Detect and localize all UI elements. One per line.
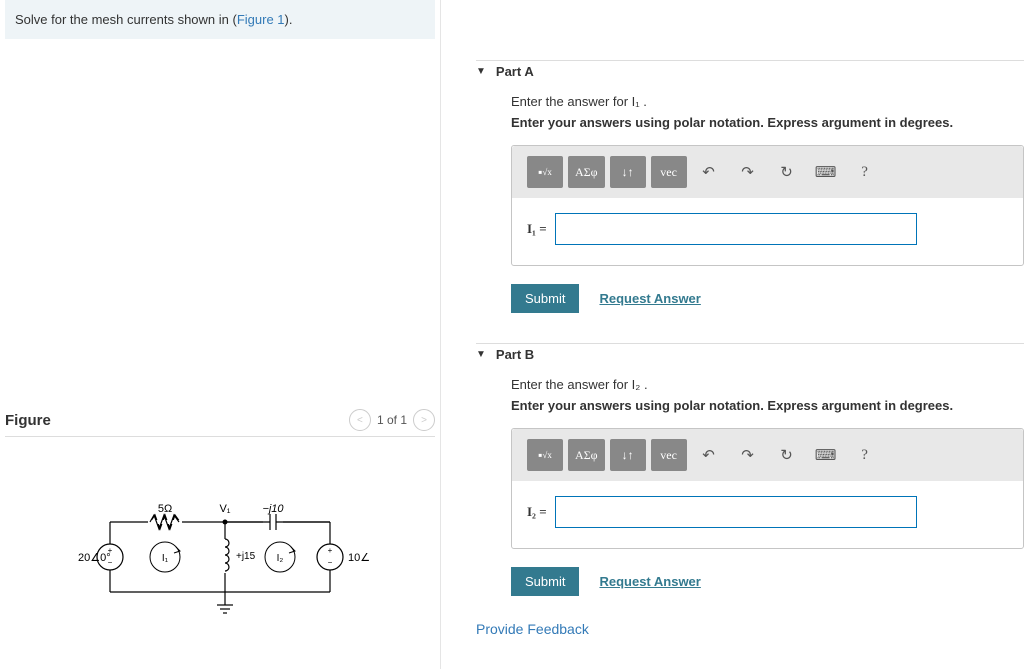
- undo-button[interactable]: ↶: [692, 157, 726, 187]
- circuit-diagram: + − + − 5Ω: [5, 497, 435, 627]
- part-b-instruction: Enter the answer for I₂ .: [511, 377, 1024, 392]
- figure-next-button[interactable]: >: [413, 409, 435, 431]
- figure-title: Figure: [5, 412, 51, 429]
- part-a-instruction: Enter the answer for I₁ .: [511, 94, 1024, 109]
- part-a-var-label: I₁ =: [527, 221, 547, 237]
- part-a-answer-box: ▪√x ΑΣφ ↓↑ vec ↶ ↷ ↻ ⌨ ? I₁ =: [511, 145, 1024, 266]
- svg-text:−: −: [328, 558, 333, 567]
- redo-button[interactable]: ↷: [731, 440, 765, 470]
- svg-text:V₁: V₁: [219, 503, 230, 515]
- part-b-section: ▼ Part B Enter the answer for I₂ . Enter…: [476, 343, 1024, 596]
- provide-feedback-link[interactable]: Provide Feedback: [476, 621, 589, 637]
- part-b-input[interactable]: [555, 496, 917, 528]
- svg-text:+j15: +j15: [236, 551, 256, 562]
- updown-button[interactable]: ↓↑: [610, 439, 646, 471]
- keyboard-button[interactable]: ⌨: [809, 157, 843, 187]
- prompt-text-suffix: ).: [285, 12, 293, 27]
- greek-button[interactable]: ΑΣφ: [568, 439, 605, 471]
- help-button[interactable]: ?: [848, 157, 882, 187]
- template-button[interactable]: ▪√x: [527, 156, 563, 188]
- keyboard-button[interactable]: ⌨: [809, 440, 843, 470]
- figure-link[interactable]: Figure 1: [237, 12, 285, 27]
- figure-nav-label: 1 of 1: [377, 413, 407, 427]
- figure-section: Figure < 1 of 1 >: [5, 409, 435, 627]
- part-b-answer-box: ▪√x ΑΣφ ↓↑ vec ↶ ↷ ↻ ⌨ ? I₂ =: [511, 428, 1024, 549]
- part-b-instruction-bold: Enter your answers using polar notation.…: [511, 398, 1024, 413]
- svg-text:10∠180°: 10∠180°: [348, 552, 370, 564]
- part-b-request-link[interactable]: Request Answer: [599, 574, 700, 589]
- figure-prev-button[interactable]: <: [349, 409, 371, 431]
- answer-toolbar: ▪√x ΑΣφ ↓↑ vec ↶ ↷ ↻ ⌨ ?: [512, 429, 1023, 481]
- prompt-text-prefix: Solve for the mesh currents shown in (: [15, 12, 237, 27]
- problem-prompt: Solve for the mesh currents shown in (Fi…: [5, 0, 435, 39]
- collapse-icon[interactable]: ▼: [476, 349, 486, 360]
- vec-button[interactable]: vec: [651, 156, 687, 188]
- reset-button[interactable]: ↻: [770, 440, 804, 470]
- part-a-title: Part A: [496, 64, 534, 79]
- reset-button[interactable]: ↻: [770, 157, 804, 187]
- vec-button[interactable]: vec: [651, 439, 687, 471]
- part-a-input[interactable]: [555, 213, 917, 245]
- svg-text:I₁: I₁: [162, 553, 169, 564]
- part-a-instruction-bold: Enter your answers using polar notation.…: [511, 115, 1024, 130]
- svg-text:20∠0°: 20∠0°: [78, 552, 111, 564]
- answer-toolbar: ▪√x ΑΣφ ↓↑ vec ↶ ↷ ↻ ⌨ ?: [512, 146, 1023, 198]
- svg-text:I₂: I₂: [277, 553, 284, 564]
- part-b-var-label: I₂ =: [527, 504, 547, 520]
- undo-button[interactable]: ↶: [692, 440, 726, 470]
- svg-text:5Ω: 5Ω: [158, 503, 172, 515]
- part-b-title: Part B: [496, 347, 534, 362]
- updown-button[interactable]: ↓↑: [610, 156, 646, 188]
- part-a-section: ▼ Part A Enter the answer for I₁ . Enter…: [476, 60, 1024, 313]
- collapse-icon[interactable]: ▼: [476, 66, 486, 77]
- help-button[interactable]: ?: [848, 440, 882, 470]
- greek-button[interactable]: ΑΣφ: [568, 156, 605, 188]
- redo-button[interactable]: ↷: [731, 157, 765, 187]
- svg-text:−j10: −j10: [262, 503, 284, 515]
- svg-text:+: +: [328, 546, 333, 555]
- part-a-submit-button[interactable]: Submit: [511, 284, 579, 313]
- part-a-request-link[interactable]: Request Answer: [599, 291, 700, 306]
- template-button[interactable]: ▪√x: [527, 439, 563, 471]
- part-b-submit-button[interactable]: Submit: [511, 567, 579, 596]
